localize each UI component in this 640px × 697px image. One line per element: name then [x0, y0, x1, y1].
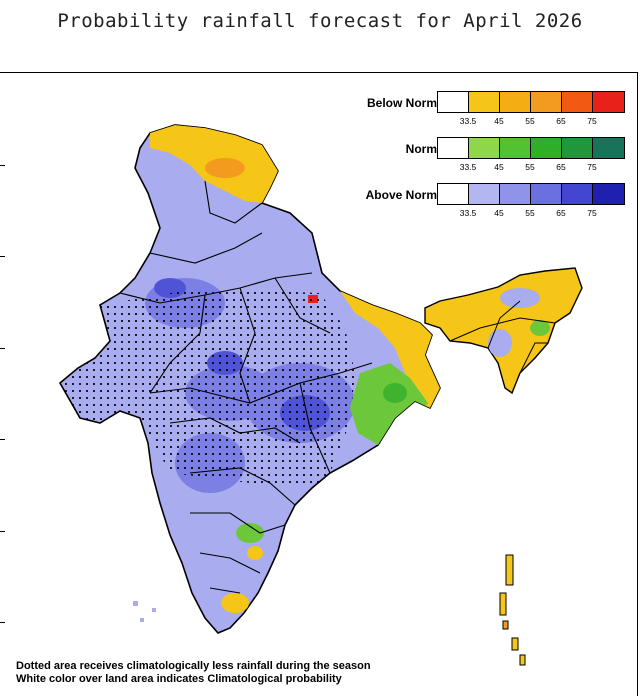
legend-cell — [531, 184, 562, 204]
legend-tick-label: 33.5 — [459, 116, 477, 126]
footnote: Dotted area receives climatologically le… — [16, 660, 371, 686]
legend-cell — [469, 138, 500, 158]
legend-normal-label: Normal — [405, 142, 447, 156]
legend-cell — [500, 184, 531, 204]
legend-cell — [562, 138, 593, 158]
legend-cell — [531, 92, 562, 112]
legend-above-normal-label: Above Normal — [365, 188, 447, 202]
legend-cell — [593, 138, 624, 158]
below-normal-east — [340, 291, 440, 408]
axis-tick — [0, 622, 5, 623]
legend-tick-label: 65 — [556, 208, 566, 218]
legend-cell — [438, 92, 469, 112]
footnote-line-2: White color over land area indicates Cli… — [16, 673, 342, 685]
legend-cell — [438, 138, 469, 158]
legend-cell — [562, 184, 593, 204]
legend-tick-label: 45 — [494, 162, 504, 172]
legend-normal-bar — [437, 137, 625, 159]
normal-high-patch — [383, 383, 407, 403]
legend-cell — [500, 138, 531, 158]
legend-cell — [469, 184, 500, 204]
legend-normal-ticks: 33.5 45 55 65 75 — [437, 162, 627, 172]
normal-east — [350, 363, 428, 445]
legend-above-normal-ticks: 33.5 45 55 65 75 — [437, 208, 627, 218]
below-normal-high-patch — [205, 158, 245, 178]
india-forecast-map — [58, 124, 583, 666]
axis-tick — [0, 348, 5, 349]
footnote-line-1: Dotted area receives climatologically le… — [16, 660, 371, 672]
legend-tick-label: 45 — [494, 116, 504, 126]
legend-cell — [500, 92, 531, 112]
legend-cell — [469, 92, 500, 112]
axis-tick — [0, 256, 5, 257]
legend-tick-label: 55 — [525, 116, 535, 126]
lakshadweep-islands — [133, 601, 156, 622]
legend-cell — [593, 92, 624, 112]
legend-below-normal-ticks: 33.5 45 55 65 75 — [437, 116, 627, 126]
above-normal-northeast-patch — [488, 329, 512, 357]
legend-tick-label: 65 — [556, 116, 566, 126]
below-normal-south-patch — [247, 546, 263, 560]
dotted-area — [60, 288, 355, 488]
legend-cell — [531, 138, 562, 158]
normal-south-patch — [236, 523, 264, 543]
legend-tick-label: 45 — [494, 208, 504, 218]
legend-above-normal-bar — [437, 183, 625, 205]
state-boundaries — [119, 180, 373, 594]
axis-tick — [0, 165, 5, 166]
legend-tick-label: 33.5 — [459, 208, 477, 218]
axis-tick — [0, 439, 5, 440]
page-title: Probability rainfall forecast for April … — [57, 10, 583, 32]
legend-tick-label: 75 — [587, 208, 597, 218]
legend-below-normal-label: Below Normal — [366, 96, 447, 110]
map-frame: Below Normal 33.5 45 55 65 75 Normal 33.… — [0, 72, 638, 696]
andaman-nicobar-islands — [499, 554, 526, 666]
legend-tick-label: 75 — [587, 162, 597, 172]
legend-tick-label: 55 — [525, 208, 535, 218]
northeast-boundaries — [449, 300, 556, 374]
legend-tick-label: 75 — [587, 116, 597, 126]
legend-tick-label: 55 — [525, 162, 535, 172]
legend-tick-label: 33.5 — [459, 162, 477, 172]
below-normal-south-patch — [221, 593, 249, 613]
legend-cell — [562, 92, 593, 112]
axis-tick — [0, 531, 5, 532]
legend-below-normal-bar — [437, 91, 625, 113]
legend-cell — [593, 184, 624, 204]
above-normal-northeast-patch — [500, 288, 540, 308]
normal-northeast-patch — [530, 320, 550, 336]
legend-cell — [438, 184, 469, 204]
legend-tick-label: 65 — [556, 162, 566, 172]
